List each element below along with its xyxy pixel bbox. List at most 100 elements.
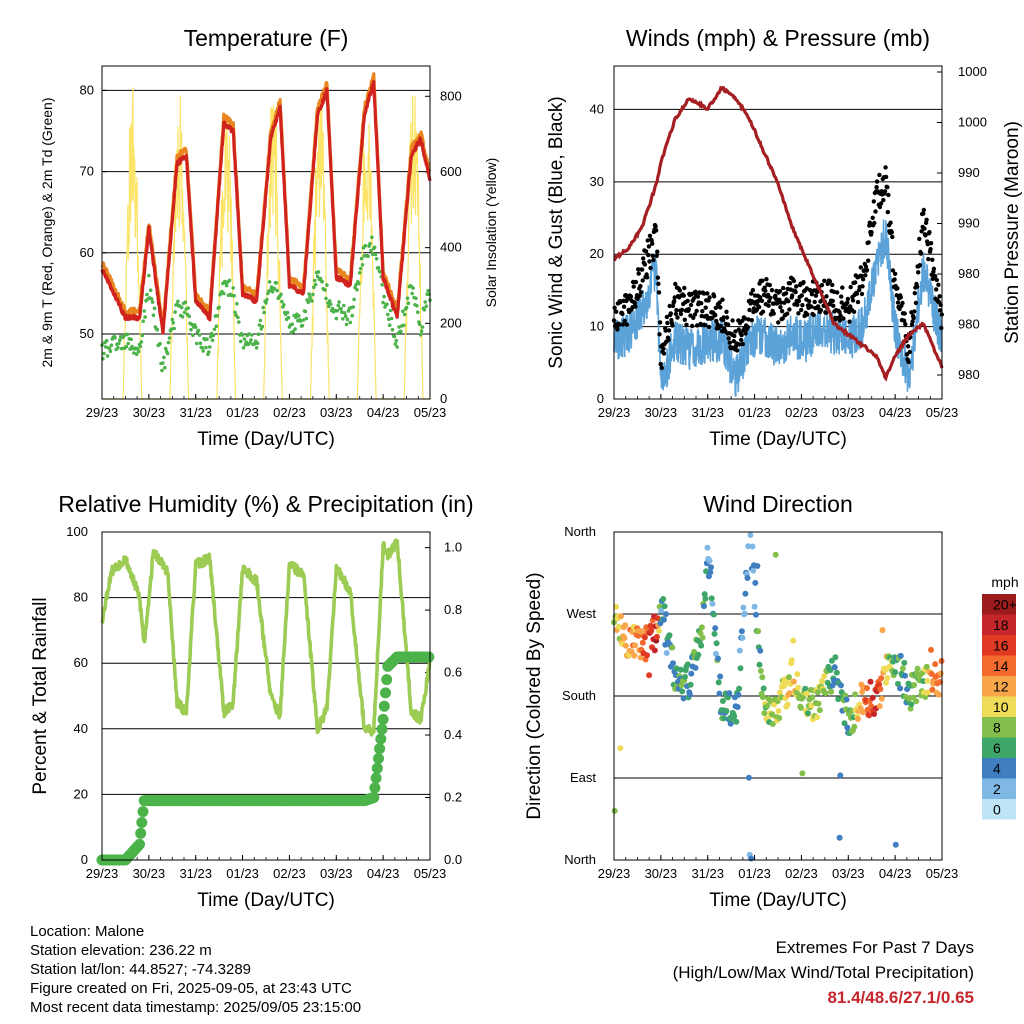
y-tick-label-right: 0 — [440, 391, 447, 406]
direction-point — [641, 634, 648, 641]
dewpoint-point — [294, 315, 298, 320]
dewpoint-point — [166, 340, 171, 345]
dewpoint-point — [204, 345, 208, 350]
y-tick-label-left: 80 — [74, 590, 88, 605]
direction-point — [744, 575, 751, 581]
direction-point — [827, 667, 834, 673]
dewpoint-point — [201, 349, 205, 353]
gust-point — [638, 290, 644, 295]
gust-point — [650, 241, 655, 246]
direction-point — [815, 700, 822, 707]
gust-point — [903, 322, 908, 327]
dewpoint-point — [151, 313, 156, 318]
dewpoint-point — [386, 312, 390, 317]
dewpoint-point — [176, 299, 180, 304]
direction-point — [937, 670, 944, 677]
y-tick-label-right: 980 — [958, 367, 980, 382]
direction-point — [805, 710, 811, 717]
dewpoint-point — [241, 346, 246, 350]
dewpoint-point — [249, 338, 253, 342]
direction-point — [914, 665, 921, 672]
dewpoint-point — [357, 271, 362, 275]
dewpoint-point — [172, 326, 176, 331]
dewpoint-point — [342, 311, 347, 315]
gust-point — [877, 172, 882, 178]
gust-point — [724, 315, 730, 320]
direction-point — [708, 564, 714, 571]
gust-point — [694, 308, 699, 314]
colorbar-swatch — [982, 799, 1016, 820]
direction-point — [911, 682, 918, 688]
plot-border — [101, 531, 431, 861]
precip-point — [378, 700, 390, 712]
temperature-panel: 29/23 30/23 31/23 01/23 02/23 03/23 04/23 05/23… — [39, 25, 499, 450]
gust-point — [645, 275, 650, 280]
dewpoint-point — [341, 317, 345, 321]
dewpoint-point — [205, 337, 209, 342]
y-axis-label-right: Solar Insolation (Yellow) — [483, 158, 499, 308]
gust-point — [924, 217, 929, 222]
gust-point — [767, 282, 772, 288]
gust-point — [678, 311, 684, 317]
gust-point — [766, 303, 771, 308]
dewpoint-point — [324, 296, 328, 301]
dewpoint-point — [250, 333, 254, 337]
direction-point — [706, 557, 713, 564]
gust-point — [781, 285, 786, 291]
dewpoint-point — [282, 302, 286, 307]
plot-border — [613, 531, 943, 861]
x-tick-label: 31/23 — [179, 866, 212, 881]
dewpoint-point — [145, 292, 149, 297]
extremes-title: Extremes For Past 7 Days — [775, 938, 974, 957]
direction-point — [924, 677, 931, 684]
pressure-series — [613, 85, 944, 382]
direction-point — [878, 675, 885, 682]
x-tick-label: 05/23 — [414, 405, 447, 420]
dewpoint-point — [313, 282, 318, 287]
precip-point — [376, 723, 388, 735]
gust-point — [740, 341, 745, 347]
direction-point — [617, 745, 624, 752]
y-tick-label-left: North — [564, 524, 596, 539]
direction-point — [871, 711, 878, 717]
gust-point — [927, 230, 932, 235]
gust-point — [793, 289, 798, 295]
direction-point — [637, 654, 644, 661]
gust-point — [831, 303, 836, 308]
precip-point — [370, 772, 382, 784]
precip-point — [136, 817, 148, 828]
direction-point — [750, 567, 757, 574]
dewpoint-point — [196, 328, 201, 333]
dewpoint-point — [162, 355, 166, 360]
dewpoint-point — [132, 351, 136, 355]
gust-point — [654, 253, 659, 258]
colorbar-swatch — [982, 778, 1016, 799]
dewpoint-point — [208, 345, 212, 349]
precip-point — [369, 782, 381, 794]
direction-point — [892, 669, 899, 676]
dewpoint-point — [256, 332, 261, 337]
gust-point — [922, 226, 927, 231]
direction-point — [701, 603, 707, 610]
dewpoint-point — [242, 337, 247, 341]
y-tick-label-right: 1000 — [958, 64, 987, 79]
dewpoint-point — [422, 308, 427, 312]
gust-point — [691, 315, 696, 320]
dewpoint-point — [210, 338, 215, 343]
direction-point — [803, 690, 810, 697]
dewpoint-point — [285, 310, 290, 315]
gust-point — [650, 253, 655, 259]
y-tick-label-left: 0 — [81, 852, 88, 867]
x-tick-label: 29/23 — [598, 866, 631, 881]
gust-point — [835, 290, 840, 295]
direction-point — [802, 685, 809, 692]
gust-point — [890, 234, 895, 240]
gust-point — [750, 287, 756, 293]
dewpoint-point — [380, 283, 385, 287]
dewpoint-point — [248, 341, 252, 345]
gust-point — [931, 266, 937, 271]
direction-point — [786, 690, 793, 697]
dewpoint-point — [217, 305, 221, 310]
gust-point — [734, 348, 740, 353]
direction-point — [908, 701, 915, 708]
